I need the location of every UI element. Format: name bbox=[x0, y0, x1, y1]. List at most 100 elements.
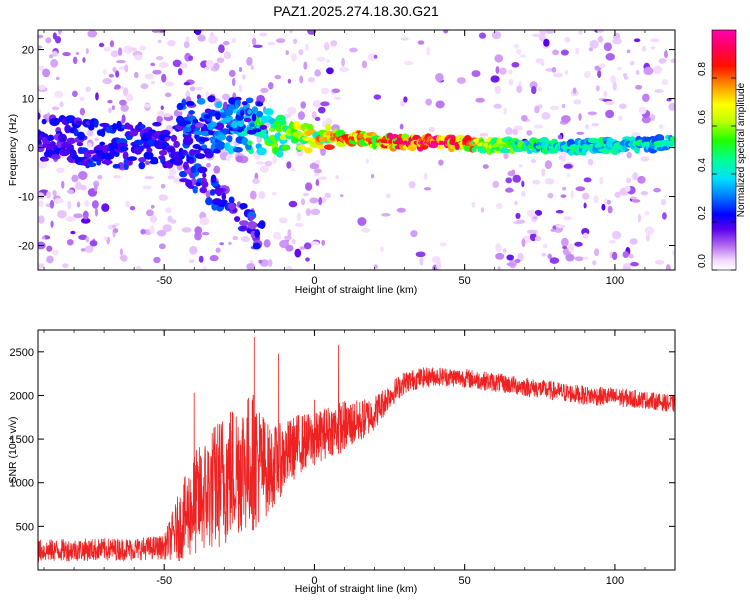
spectrogram-cell bbox=[179, 178, 189, 183]
spectrogram-cell bbox=[640, 156, 650, 162]
y-tick-label: 10 bbox=[22, 94, 34, 106]
spectrogram-cell bbox=[49, 199, 55, 209]
spectrogram-cell bbox=[304, 147, 313, 154]
spectrogram-cell bbox=[38, 192, 45, 200]
spectrogram-cell bbox=[164, 136, 170, 141]
spectrogram-cell bbox=[650, 38, 660, 43]
spectrogram-cell bbox=[221, 93, 231, 101]
spectrogram-cell bbox=[82, 57, 86, 63]
spectrogram-cell bbox=[614, 191, 621, 198]
spectrogram-cell bbox=[167, 39, 176, 47]
spectrogram-cell bbox=[597, 35, 604, 43]
spectrogram-cell bbox=[379, 246, 384, 252]
x-tick-label: -50 bbox=[156, 275, 172, 287]
spectrogram-cell bbox=[289, 30, 294, 34]
colorbar-tick-label: 0.2 bbox=[697, 206, 708, 220]
spectrogram-cell bbox=[643, 66, 654, 76]
spectrogram-cell bbox=[38, 200, 44, 208]
spectrogram-cell bbox=[146, 147, 153, 153]
spectrogram-cell bbox=[521, 114, 528, 122]
x-tick-label: -50 bbox=[156, 575, 172, 587]
spectrogram-cell bbox=[578, 113, 582, 121]
spectrogram-cell bbox=[85, 236, 90, 243]
spectrogram-cell bbox=[41, 157, 50, 162]
spectrogram-cell bbox=[521, 238, 526, 247]
spectrogram-cell bbox=[172, 158, 183, 166]
spectrogram-cell bbox=[633, 172, 638, 181]
spectrogram-cell bbox=[254, 228, 261, 238]
spectrogram-cell bbox=[381, 213, 391, 217]
spectrogram-cell bbox=[201, 231, 210, 236]
spectrogram-cell bbox=[67, 189, 74, 194]
y-tick-label: -10 bbox=[18, 192, 34, 204]
spectrogram-cell bbox=[175, 115, 185, 125]
spectrogram-cell bbox=[505, 187, 514, 193]
spectrogram-cell bbox=[185, 100, 195, 107]
spectrogram-cell bbox=[417, 40, 425, 45]
spectrogram-cell bbox=[94, 208, 99, 217]
figure-title: PAZ1.2025.274.18.30.G21 bbox=[273, 3, 439, 19]
spectrogram-cell bbox=[236, 99, 241, 106]
spectrogram-cell bbox=[256, 101, 264, 107]
spectrogram-cell bbox=[56, 167, 65, 173]
spectrogram-cell bbox=[82, 210, 89, 220]
spectrogram-cell bbox=[314, 159, 321, 165]
spectrogram-cell bbox=[534, 105, 540, 114]
spectrogram-cell bbox=[307, 30, 317, 35]
spectrogram-cell bbox=[202, 172, 207, 178]
spectrogram-cell bbox=[436, 261, 442, 270]
spectrogram-cell bbox=[526, 149, 533, 154]
spectrogram-cell bbox=[259, 32, 268, 37]
spectrogram-cell bbox=[101, 159, 113, 165]
spectrogram-cell bbox=[357, 217, 367, 226]
spectrogram-cell bbox=[263, 239, 271, 248]
spectrogram-cell bbox=[176, 102, 184, 111]
spectrogram-cell bbox=[161, 73, 167, 83]
spectrogram-cell bbox=[608, 239, 617, 244]
x-tick-label: 0 bbox=[311, 275, 317, 287]
spectrogram-cell bbox=[101, 203, 110, 212]
spectrogram-cell bbox=[138, 161, 146, 170]
y-tick-label: 1500 bbox=[10, 434, 34, 446]
spectrogram-cell bbox=[158, 61, 169, 68]
spectrogram-cell bbox=[38, 263, 45, 269]
spectrogram-cell bbox=[41, 118, 47, 125]
spectrogram-cell bbox=[437, 144, 444, 150]
spectrogram-cell bbox=[497, 265, 501, 270]
spectrogram-cell bbox=[221, 192, 227, 201]
spectrogram-cell bbox=[512, 128, 519, 136]
spectrogram-cell bbox=[213, 187, 224, 195]
spectrogram-cell bbox=[112, 163, 121, 169]
spectrogram-cell bbox=[606, 199, 612, 205]
spectrogram-cell bbox=[190, 149, 201, 154]
spectrogram-cell bbox=[601, 203, 606, 211]
y-tick-label: 1000 bbox=[10, 478, 34, 490]
spectrogram-cell bbox=[169, 147, 176, 154]
y-tick-label: 20 bbox=[22, 45, 34, 57]
spectrogram-cell bbox=[252, 178, 260, 184]
spectrogram-cell bbox=[185, 90, 191, 99]
spectrogram-cell bbox=[315, 179, 320, 187]
spectrogram-cell bbox=[182, 161, 189, 171]
spectrogram-cell bbox=[495, 252, 505, 260]
spectrogram-cell bbox=[209, 188, 216, 196]
spectrogram-cell bbox=[653, 187, 661, 193]
spectrogram-cell bbox=[238, 66, 243, 73]
spectrogram-cell bbox=[540, 61, 545, 66]
spectrogram-cell bbox=[127, 156, 138, 162]
spectrogram-cell bbox=[660, 198, 667, 206]
spectrogram-cell bbox=[87, 162, 97, 168]
spectrogram-cell bbox=[320, 101, 330, 107]
spectrogram-cell bbox=[333, 96, 342, 100]
y-tick-label: 500 bbox=[16, 521, 34, 533]
spectrogram-cell bbox=[75, 120, 83, 125]
spectrogram-cell bbox=[50, 220, 54, 228]
spectrogram-cell bbox=[115, 60, 126, 64]
spectrogram-cell bbox=[423, 172, 428, 181]
spectrogram-cell bbox=[150, 81, 156, 85]
spectrogram-cell bbox=[238, 84, 243, 93]
spectrogram-cell bbox=[274, 74, 282, 80]
spectrogram-cell bbox=[187, 184, 195, 189]
spectrogram-cell bbox=[94, 137, 99, 142]
spectrogram-cell bbox=[296, 213, 302, 222]
